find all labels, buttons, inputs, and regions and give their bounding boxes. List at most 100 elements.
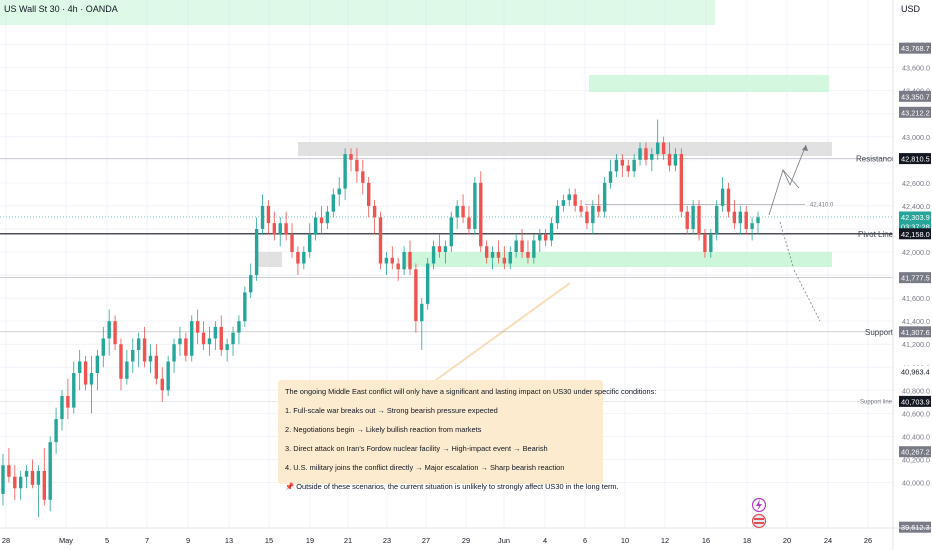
candle[interactable] [284, 211, 288, 241]
candle[interactable] [697, 200, 701, 241]
candle[interactable] [744, 205, 748, 235]
candle[interactable] [431, 240, 436, 270]
bullish-projection[interactable] [768, 144, 807, 216]
candle[interactable] [319, 205, 324, 235]
candle[interactable] [83, 355, 88, 391]
candle[interactable] [125, 349, 129, 385]
candle[interactable] [585, 205, 589, 229]
candle[interactable] [638, 142, 642, 166]
candle[interactable] [602, 177, 607, 218]
candle[interactable] [343, 148, 347, 201]
candle[interactable] [1, 453, 5, 506]
candle[interactable] [402, 246, 406, 276]
candle[interactable] [567, 188, 571, 206]
candle[interactable] [490, 246, 495, 270]
candle[interactable] [166, 355, 170, 397]
candle[interactable] [201, 321, 206, 350]
candle[interactable] [349, 148, 353, 172]
candle[interactable] [254, 217, 259, 281]
candle[interactable] [66, 378, 70, 420]
candle[interactable] [136, 332, 141, 368]
candle[interactable] [107, 309, 111, 356]
candle[interactable] [195, 309, 200, 345]
candle[interactable] [142, 326, 147, 368]
candle[interactable] [661, 136, 666, 160]
candle[interactable] [24, 465, 29, 489]
candle[interactable] [420, 298, 424, 350]
candle[interactable] [437, 234, 442, 258]
candle[interactable] [720, 177, 725, 212]
candle[interactable] [101, 326, 105, 368]
candle[interactable] [243, 286, 247, 327]
candle[interactable] [750, 217, 754, 241]
candle[interactable] [526, 240, 530, 264]
candle[interactable] [756, 211, 760, 235]
candle[interactable] [561, 194, 566, 212]
candle[interactable] [591, 200, 595, 235]
candle[interactable] [626, 159, 630, 178]
candle[interactable] [89, 355, 94, 414]
target-zone[interactable] [589, 75, 829, 92]
candle[interactable] [54, 407, 58, 454]
candle[interactable] [732, 200, 737, 229]
candle[interactable] [219, 315, 223, 356]
candle[interactable] [691, 200, 695, 235]
candle[interactable] [119, 338, 123, 391]
candle[interactable] [77, 349, 82, 391]
candle[interactable] [367, 177, 371, 218]
candle[interactable] [467, 205, 471, 235]
bearish-projection-2[interactable] [793, 269, 821, 322]
candle[interactable] [608, 159, 613, 189]
candle[interactable] [502, 246, 507, 270]
candle[interactable] [213, 321, 218, 350]
candle[interactable] [148, 344, 153, 374]
currency-label[interactable]: USD [900, 4, 920, 14]
candle[interactable] [396, 257, 400, 281]
candle[interactable] [579, 200, 583, 218]
candle[interactable] [496, 240, 501, 264]
candle[interactable] [390, 246, 394, 270]
candle[interactable] [60, 390, 64, 431]
candle[interactable] [709, 228, 713, 258]
candle[interactable] [30, 459, 35, 489]
candle[interactable] [72, 361, 76, 414]
candle[interactable] [272, 211, 277, 241]
candle[interactable] [384, 252, 389, 276]
candle[interactable] [679, 148, 684, 218]
candle[interactable] [632, 154, 636, 178]
candle[interactable] [667, 142, 672, 172]
candle[interactable] [650, 148, 654, 172]
candle[interactable] [408, 240, 412, 276]
candle[interactable] [361, 159, 365, 195]
candle[interactable] [18, 470, 23, 500]
candle[interactable] [190, 315, 194, 362]
candle[interactable] [455, 200, 459, 229]
candle[interactable] [414, 263, 418, 333]
candle[interactable] [266, 200, 271, 235]
candle[interactable] [184, 332, 188, 362]
candle[interactable] [7, 447, 11, 483]
candle[interactable] [13, 465, 17, 500]
candle[interactable] [48, 436, 52, 512]
candle[interactable] [95, 349, 100, 391]
candle[interactable] [296, 246, 300, 276]
candle[interactable] [555, 200, 560, 229]
candle[interactable] [378, 211, 383, 270]
candle[interactable] [207, 326, 212, 356]
candle[interactable] [249, 263, 253, 299]
candle[interactable] [154, 344, 159, 385]
bullish-projection-branch[interactable] [782, 169, 800, 189]
demand-zone[interactable] [406, 252, 832, 267]
candle[interactable] [614, 154, 619, 178]
candle[interactable] [308, 223, 312, 258]
candle[interactable] [331, 188, 336, 218]
candle[interactable] [290, 223, 294, 258]
gray-zone[interactable] [256, 252, 282, 267]
candle[interactable] [597, 194, 601, 218]
candle[interactable] [260, 194, 265, 235]
candle[interactable] [302, 246, 306, 270]
candle[interactable] [573, 188, 577, 212]
candle[interactable] [313, 211, 318, 241]
candle[interactable] [425, 257, 430, 310]
candle[interactable] [508, 246, 512, 270]
